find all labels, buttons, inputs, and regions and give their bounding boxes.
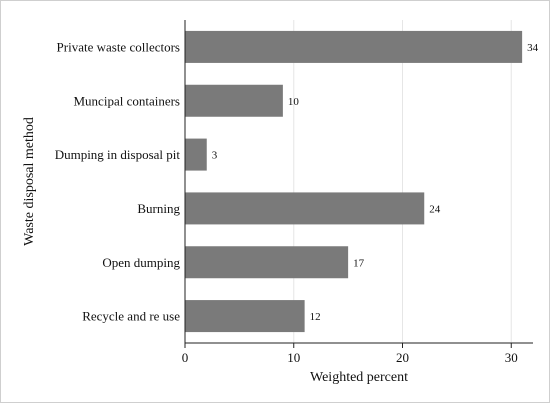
x-ticks: 0 10 20 30 <box>182 343 518 365</box>
data-label: 12 <box>310 311 321 323</box>
bar <box>185 84 283 117</box>
bar <box>185 300 305 333</box>
data-label: 34 <box>527 42 539 54</box>
bar <box>185 138 207 171</box>
x-tick-label: 30 <box>505 350 518 365</box>
bar <box>185 192 425 225</box>
x-tick-label: 0 <box>182 350 189 365</box>
bars <box>185 30 523 333</box>
y-axis-title: Waste disposal method <box>22 117 37 246</box>
category-labels: Private waste collectors Muncipal contain… <box>55 39 181 323</box>
bar <box>185 30 523 63</box>
category-label: Private waste collectors <box>57 39 180 54</box>
data-label: 24 <box>429 203 441 215</box>
category-label: Recycle and re use <box>82 309 180 324</box>
data-label: 3 <box>212 150 218 162</box>
x-tick-label: 10 <box>287 350 300 365</box>
x-tick-label: 20 <box>396 350 409 365</box>
data-label: 17 <box>353 257 365 269</box>
bar <box>185 246 349 279</box>
value-labels: 34 10 3 24 17 12 <box>212 42 539 323</box>
x-axis-title: Weighted percent <box>310 370 408 385</box>
gridlines <box>293 20 512 343</box>
category-label: Burning <box>137 201 180 216</box>
category-label: Open dumping <box>102 255 180 270</box>
data-label: 10 <box>288 96 300 108</box>
category-label: Muncipal containers <box>74 93 181 108</box>
category-label: Dumping in disposal pit <box>55 147 181 162</box>
